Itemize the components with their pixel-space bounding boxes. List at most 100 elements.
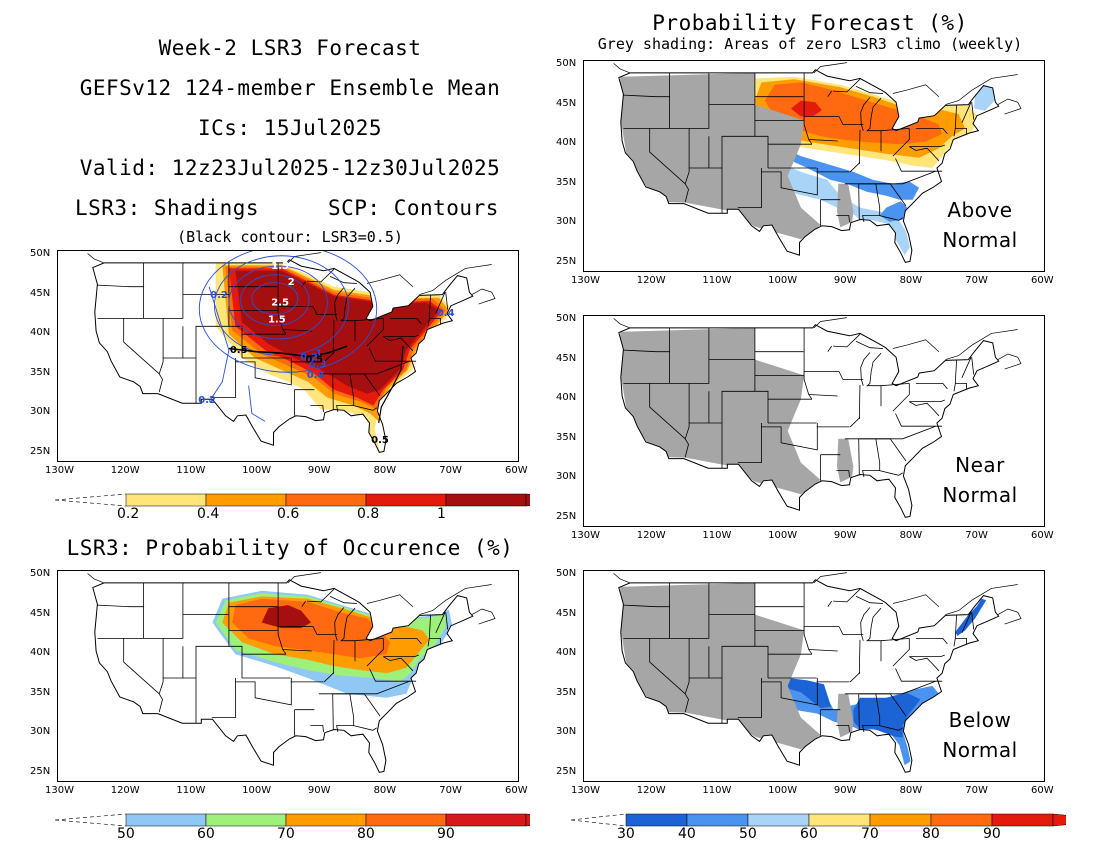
state-border-19 — [836, 725, 850, 732]
state-border-35 — [383, 334, 419, 337]
lon-tick-label: 100W — [768, 275, 798, 286]
state-border-5 — [684, 167, 722, 203]
scp-label: 2.5 — [271, 298, 289, 309]
black-contour-note: (Black contour: LSR3=0.5) — [177, 228, 403, 246]
state-border-19 — [836, 470, 850, 477]
contours-label: SCP: Contours — [328, 196, 499, 220]
coastline-0 — [813, 317, 847, 329]
lon-tick-label: 100W — [768, 785, 798, 796]
state-border-45 — [329, 596, 358, 604]
title-line-1: Week-2 LSR3 Forecast — [158, 36, 422, 60]
scp-label: 0.2 — [198, 395, 216, 406]
lat-tick-label: 45N — [30, 607, 51, 619]
lon-tick-label: 60W — [505, 465, 528, 476]
state-border-5 — [684, 677, 722, 713]
lat-tick-label: 40N — [556, 137, 577, 149]
below-label-line2: Normal — [942, 738, 1018, 762]
lsr3-colorbar: 0.2 0.4 0.6 0.8 1 — [50, 490, 607, 530]
state-border-29 — [879, 725, 903, 731]
state-border-34 — [369, 348, 417, 362]
cbar-left-triangle — [54, 819, 127, 827]
scp-contour-4 — [198, 251, 378, 373]
state-border-21 — [282, 329, 312, 332]
cbar-segment-1 — [205, 493, 287, 507]
state-border-39 — [429, 318, 441, 324]
state-border-28 — [875, 693, 907, 717]
state-border-6 — [721, 390, 769, 469]
state-border-2 — [97, 284, 145, 288]
lon-tick-label: 70W — [439, 465, 462, 476]
lon-tick-label: 110W — [702, 275, 732, 286]
coastline-1 — [892, 339, 940, 352]
lon-tick-label: 120W — [110, 465, 140, 476]
lat-tick-label: 45N — [30, 287, 51, 299]
zero-climo-region-ms — [837, 693, 854, 738]
cbar-segment-1 — [686, 813, 749, 827]
near-label-line1: Near — [955, 453, 1005, 477]
state-border-44 — [833, 333, 861, 348]
coastline-2 — [945, 584, 1018, 615]
country-outline — [618, 579, 1000, 773]
lat-tick-label: 35N — [30, 366, 51, 378]
state-border-23 — [838, 116, 864, 125]
state-border-34 — [895, 413, 943, 427]
state-border-28 — [875, 183, 907, 207]
state-border-25 — [858, 183, 860, 221]
state-border-25 — [332, 693, 334, 731]
lon-tick-label: 80W — [899, 530, 923, 541]
state-border-22 — [827, 600, 833, 607]
state-border-23 — [312, 306, 338, 315]
cbar-segment-2 — [285, 493, 367, 507]
coastline-0 — [813, 572, 847, 584]
coastline-4 — [87, 253, 105, 264]
state-border-3 — [649, 383, 686, 440]
occurrence-map-panel — [57, 570, 519, 782]
colorbar-label: 60 — [800, 826, 818, 842]
cbar-segment-4 — [869, 813, 932, 827]
state-border-34 — [895, 668, 943, 682]
lon-tick-label: 130W — [571, 785, 600, 796]
lon-tick-label: 120W — [636, 785, 666, 796]
lon-tick-label: 70W — [439, 785, 462, 796]
state-border-41 — [445, 612, 449, 630]
state-border-42 — [860, 352, 871, 386]
state-border-6 — [195, 645, 243, 724]
colorbar-label: 60 — [197, 826, 215, 842]
state-border-27 — [333, 693, 355, 732]
shadings-label: LSR3: Shadings — [75, 196, 260, 220]
state-border-39 — [429, 638, 441, 644]
state-border-0 — [623, 72, 710, 129]
above-normal-map-panel — [583, 60, 1045, 272]
state-border-28 — [875, 438, 907, 462]
state-border-9 — [211, 678, 236, 719]
cbar-segment-1 — [205, 813, 287, 827]
lat-tick-label: 50N — [556, 567, 577, 579]
near-label-line2: Normal — [942, 483, 1018, 507]
lon-tick-label: 100W — [242, 785, 272, 796]
state-border-43 — [866, 607, 882, 642]
state-border-39 — [955, 128, 967, 134]
coastline-0 — [287, 572, 321, 584]
cbar-left-triangle — [570, 819, 627, 827]
lon-tick-label: 110W — [176, 785, 206, 796]
lat-tick-label: 45N — [556, 352, 577, 364]
state-border-20 — [803, 116, 839, 145]
state-border-31 — [354, 638, 384, 642]
state-border-19 — [310, 405, 324, 412]
coastline-2 — [419, 264, 492, 295]
scp-contour-2 — [228, 265, 328, 340]
cbar-left-triangle — [54, 813, 127, 821]
state-border-26 — [844, 425, 936, 440]
cbar-left-triangle — [54, 499, 127, 507]
coastline-3 — [471, 288, 496, 305]
state-border-0 — [623, 582, 710, 639]
state-border-20 — [803, 626, 839, 655]
state-border-21 — [282, 649, 312, 652]
p-lsr3-svg: 0.20.21.522.51.510.30.40.40.20.50.50.5 — [87, 251, 496, 453]
scp-label: 0.2 — [300, 352, 318, 363]
lat-tick-label: 35N — [30, 686, 51, 698]
lon-tick-label: 70W — [965, 275, 988, 286]
state-border-30 — [849, 417, 861, 428]
state-border-15 — [761, 168, 818, 196]
lon-tick-label: 90W — [833, 530, 857, 541]
